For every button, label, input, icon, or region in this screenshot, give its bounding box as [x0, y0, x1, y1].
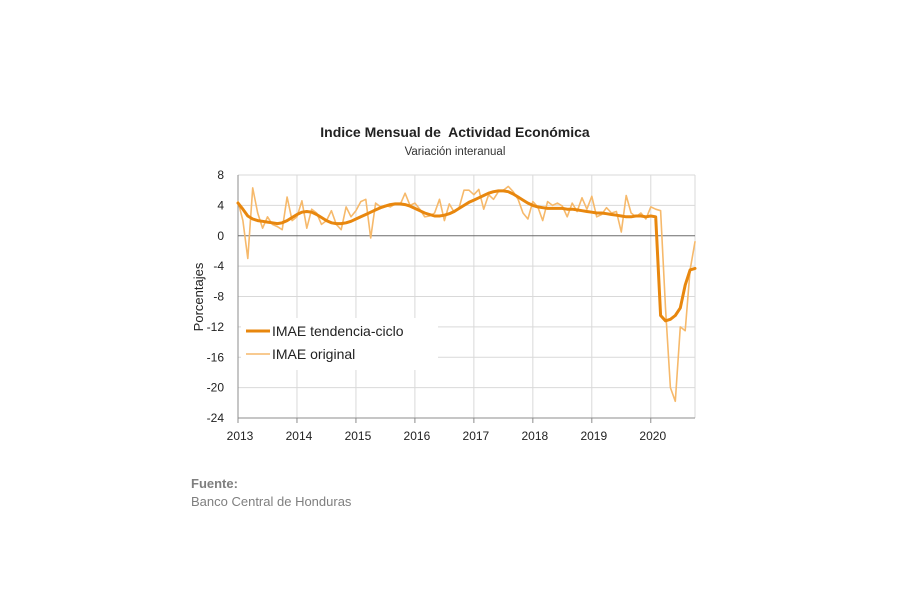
- y-tick-label: -8: [213, 290, 224, 304]
- legend: IMAE tendencia-ciclo IMAE original: [241, 318, 438, 370]
- y-tick-label: -20: [207, 381, 225, 395]
- y-tick-label: -4: [213, 259, 224, 273]
- x-tick-label: 2013: [227, 429, 254, 443]
- source-text: Banco Central de Honduras: [191, 494, 352, 509]
- x-tick-label: 2014: [286, 429, 313, 443]
- data-series: [236, 185, 697, 403]
- chart-subtitle: Variación interanual: [404, 146, 506, 158]
- series-line-trend: [236, 189, 697, 323]
- y-tick-label: -16: [207, 350, 225, 364]
- legend-label-original: IMAE original: [272, 346, 355, 362]
- x-tick-labels: 2013 2014 2015 2016 2017 2018 2019 2020: [227, 429, 667, 443]
- y-tick-labels: 8 4 0 -4 -8 -12 -16 -20 -24: [207, 168, 225, 425]
- x-tick-label: 2019: [580, 429, 607, 443]
- y-tick-label: -12: [207, 320, 225, 334]
- x-tick-label: 2020: [639, 429, 666, 443]
- source-label: Fuente:: [191, 476, 238, 491]
- y-tick-label: 8: [217, 168, 224, 182]
- y-axis-label: Porcentajes: [191, 262, 206, 331]
- x-tick-label: 2017: [463, 429, 490, 443]
- y-tick-label: 4: [217, 198, 224, 212]
- y-tick-label: 0: [217, 229, 224, 243]
- legend-background: [241, 318, 438, 370]
- x-tick-label: 2015: [345, 429, 372, 443]
- series-line-original: [237, 185, 696, 403]
- y-tick-label: -24: [207, 411, 225, 425]
- x-tick-label: 2016: [404, 429, 431, 443]
- legend-label-trend: IMAE tendencia-ciclo: [272, 323, 404, 339]
- x-tick-label: 2018: [521, 429, 548, 443]
- chart-title: Indice Mensual de Actividad Económica: [320, 124, 590, 140]
- axes: [237, 175, 695, 423]
